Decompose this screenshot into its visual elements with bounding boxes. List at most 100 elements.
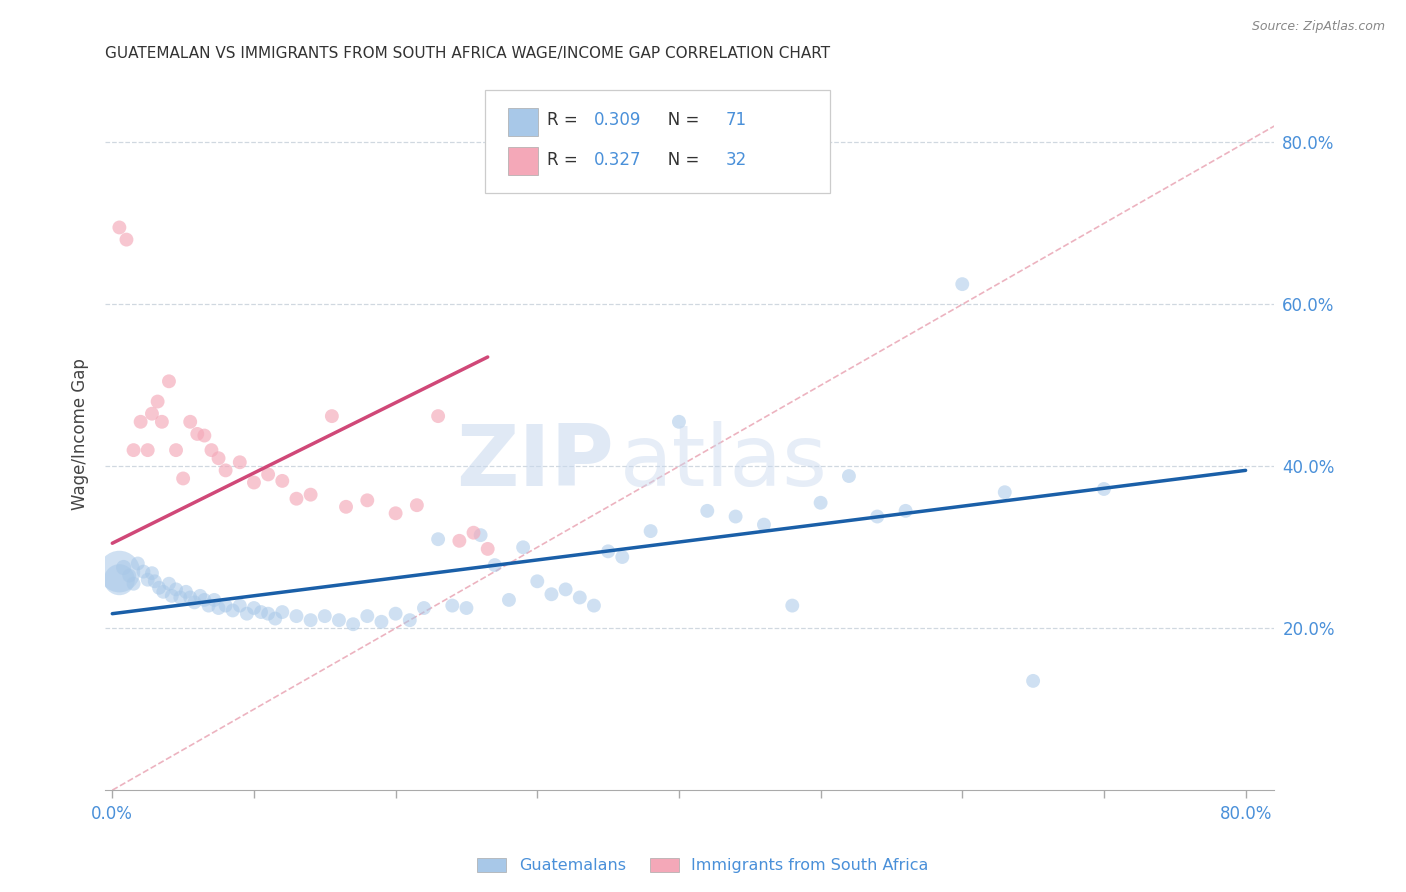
Point	[540, 587, 562, 601]
Point	[299, 488, 322, 502]
Point	[165, 582, 187, 597]
Point	[243, 601, 266, 615]
Point	[640, 524, 662, 538]
Point	[141, 566, 163, 581]
Point	[449, 533, 471, 548]
Point	[160, 589, 183, 603]
Point	[463, 525, 485, 540]
Point	[179, 591, 201, 605]
Point	[582, 599, 605, 613]
Point	[477, 541, 499, 556]
Point	[207, 601, 229, 615]
Text: atlas: atlas	[620, 421, 828, 504]
FancyBboxPatch shape	[509, 108, 537, 136]
Point	[136, 573, 159, 587]
Point	[356, 493, 378, 508]
Point	[271, 605, 294, 619]
Point	[299, 613, 322, 627]
Point	[314, 609, 336, 624]
Point	[810, 496, 832, 510]
Text: R =: R =	[547, 151, 583, 169]
Point	[179, 415, 201, 429]
Point	[229, 599, 252, 613]
Point	[193, 593, 215, 607]
Point	[526, 574, 548, 589]
Point	[132, 565, 155, 579]
Point	[129, 415, 152, 429]
Point	[141, 407, 163, 421]
Point	[1022, 673, 1045, 688]
Point	[214, 599, 236, 613]
Point	[838, 469, 860, 483]
Point	[285, 491, 308, 506]
Point	[169, 591, 191, 605]
Text: N =: N =	[652, 151, 704, 169]
Point	[197, 599, 219, 613]
Point	[328, 613, 350, 627]
Point	[384, 607, 406, 621]
Point	[183, 595, 205, 609]
Point	[108, 573, 131, 587]
FancyBboxPatch shape	[509, 147, 537, 176]
FancyBboxPatch shape	[485, 90, 830, 193]
Point	[257, 467, 280, 482]
Point	[264, 611, 287, 625]
Point	[222, 603, 245, 617]
Text: 0.327: 0.327	[593, 151, 641, 169]
Point	[112, 560, 135, 574]
Legend: Guatemalans, Immigrants from South Africa: Guatemalans, Immigrants from South Afric…	[471, 851, 935, 880]
Text: R =: R =	[547, 112, 583, 129]
Text: 32: 32	[725, 151, 747, 169]
Y-axis label: Wage/Income Gap: Wage/Income Gap	[72, 358, 89, 510]
Point	[484, 558, 506, 573]
Point	[612, 549, 634, 564]
Point	[243, 475, 266, 490]
Point	[994, 485, 1017, 500]
Point	[150, 415, 173, 429]
Point	[108, 565, 131, 579]
Text: N =: N =	[652, 112, 704, 129]
Point	[370, 615, 392, 629]
Point	[866, 509, 889, 524]
Text: ZIP: ZIP	[456, 421, 613, 504]
Point	[321, 409, 343, 424]
Point	[236, 607, 259, 621]
Point	[427, 409, 450, 424]
Point	[186, 426, 208, 441]
Point	[202, 593, 225, 607]
Point	[193, 428, 215, 442]
Point	[146, 394, 169, 409]
Point	[441, 599, 464, 613]
Point	[384, 506, 406, 520]
Point	[456, 601, 478, 615]
Point	[108, 220, 131, 235]
Point	[165, 443, 187, 458]
Point	[498, 593, 520, 607]
Point	[342, 617, 364, 632]
Point	[207, 451, 229, 466]
Point	[127, 557, 149, 571]
Point	[950, 277, 973, 292]
Point	[427, 532, 450, 546]
Point	[271, 474, 294, 488]
Point	[724, 509, 747, 524]
Point	[214, 463, 236, 477]
Point	[894, 504, 917, 518]
Text: 0.309: 0.309	[593, 112, 641, 129]
Point	[696, 504, 718, 518]
Point	[554, 582, 576, 597]
Point	[398, 613, 420, 627]
Point	[668, 415, 690, 429]
Point	[598, 544, 620, 558]
Point	[157, 576, 180, 591]
Point	[512, 541, 534, 555]
Point	[335, 500, 357, 514]
Point	[188, 589, 211, 603]
Text: GUATEMALAN VS IMMIGRANTS FROM SOUTH AFRICA WAGE/INCOME GAP CORRELATION CHART: GUATEMALAN VS IMMIGRANTS FROM SOUTH AFRI…	[105, 46, 831, 62]
Point	[115, 233, 138, 247]
Point	[122, 576, 145, 591]
Point	[143, 574, 166, 589]
Point	[1092, 482, 1115, 496]
Point	[118, 568, 141, 582]
Point	[568, 591, 591, 605]
